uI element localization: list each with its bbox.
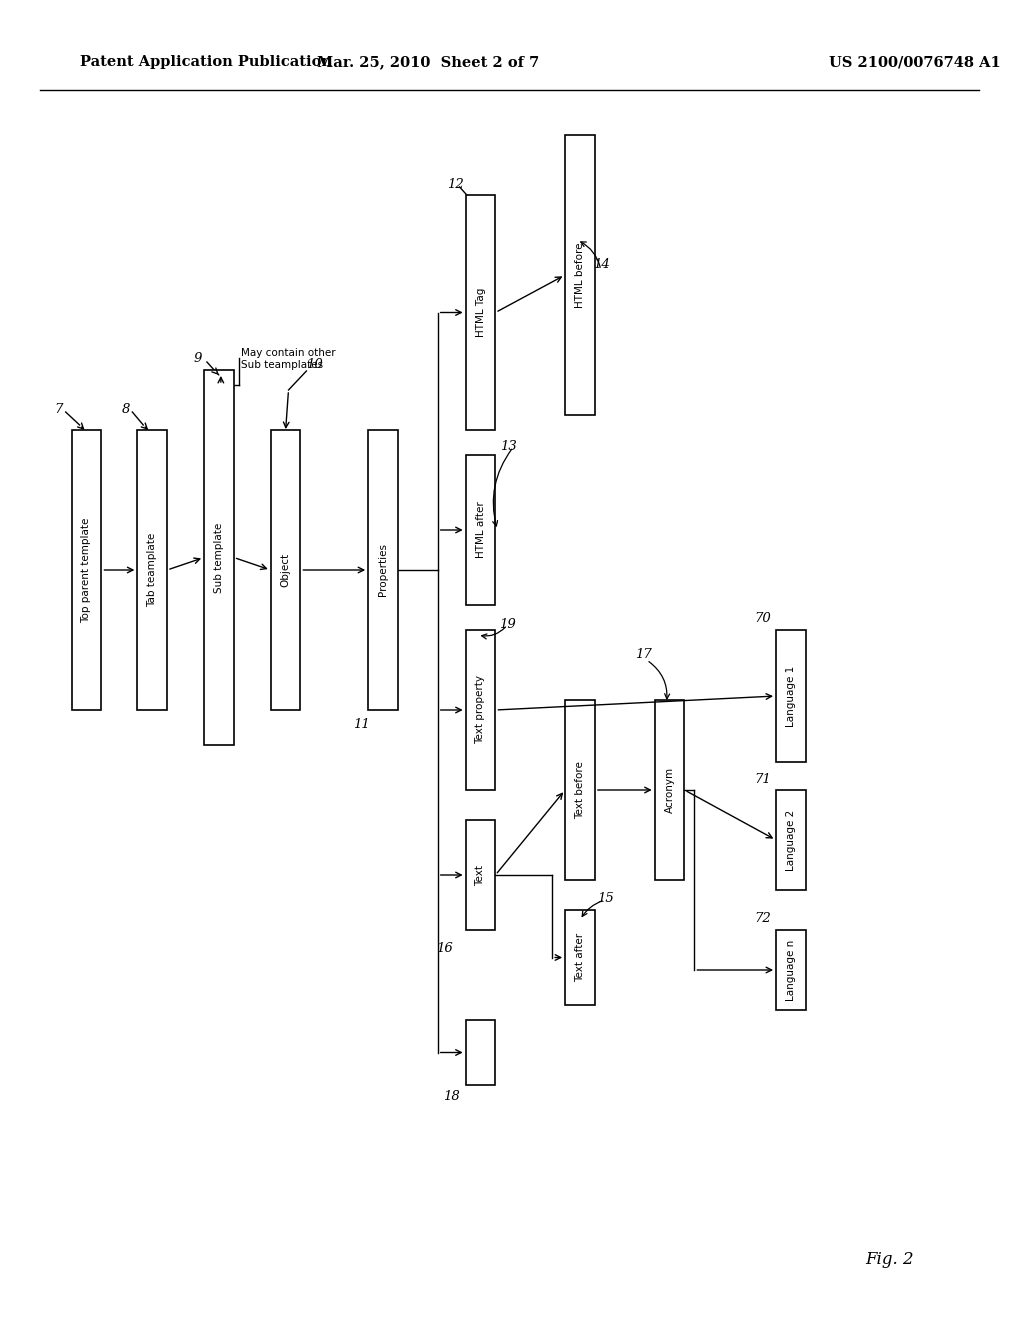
- Text: HTML Tag: HTML Tag: [475, 288, 485, 337]
- Text: Top parent template: Top parent template: [82, 517, 91, 623]
- Bar: [565, 135, 595, 414]
- Bar: [270, 430, 300, 710]
- Text: Text: Text: [475, 865, 485, 886]
- Text: 13: 13: [501, 440, 517, 453]
- Text: 16: 16: [436, 942, 453, 954]
- Bar: [776, 630, 806, 762]
- Text: US 2100/0076748 A1: US 2100/0076748 A1: [829, 55, 1001, 69]
- Text: HTML after: HTML after: [475, 502, 485, 558]
- Text: Tab teamplate: Tab teamplate: [147, 533, 158, 607]
- Text: 12: 12: [446, 178, 464, 191]
- Text: Text after: Text after: [575, 933, 585, 982]
- Text: 17: 17: [635, 648, 651, 661]
- Text: Language n: Language n: [785, 940, 796, 1001]
- Text: May contain other
Sub teamplates: May contain other Sub teamplates: [241, 348, 336, 370]
- Bar: [776, 789, 806, 890]
- Bar: [466, 820, 496, 931]
- Text: Language 2: Language 2: [785, 809, 796, 871]
- Text: 8: 8: [122, 403, 130, 416]
- Bar: [137, 430, 167, 710]
- Text: Properties: Properties: [378, 544, 388, 597]
- Bar: [204, 370, 233, 744]
- Bar: [565, 909, 595, 1005]
- Bar: [368, 430, 398, 710]
- Text: 14: 14: [593, 257, 609, 271]
- Text: 11: 11: [353, 718, 370, 731]
- Text: HTML before: HTML before: [575, 243, 585, 308]
- Text: Patent Application Publication: Patent Application Publication: [80, 55, 332, 69]
- Text: 15: 15: [597, 892, 613, 906]
- Bar: [466, 630, 496, 789]
- Text: 70: 70: [754, 612, 771, 624]
- Text: 10: 10: [306, 358, 324, 371]
- Bar: [565, 700, 595, 880]
- Bar: [72, 430, 101, 710]
- Text: Text before: Text before: [575, 762, 585, 818]
- Text: Fig. 2: Fig. 2: [865, 1251, 914, 1269]
- Text: 19: 19: [500, 618, 516, 631]
- Text: Text property: Text property: [475, 676, 485, 744]
- Text: Acronym: Acronym: [665, 767, 675, 813]
- Text: 9: 9: [194, 352, 203, 366]
- Bar: [654, 700, 684, 880]
- Text: Sub template: Sub template: [214, 523, 224, 593]
- Text: 71: 71: [754, 774, 771, 785]
- Text: Mar. 25, 2010  Sheet 2 of 7: Mar. 25, 2010 Sheet 2 of 7: [316, 55, 539, 69]
- Bar: [466, 195, 496, 430]
- Text: 7: 7: [54, 403, 63, 416]
- Text: 18: 18: [442, 1090, 460, 1104]
- Bar: [466, 1020, 496, 1085]
- Bar: [776, 931, 806, 1010]
- Text: 72: 72: [754, 912, 771, 925]
- Bar: [466, 455, 496, 605]
- Text: Object: Object: [281, 553, 291, 587]
- Text: Language 1: Language 1: [785, 665, 796, 726]
